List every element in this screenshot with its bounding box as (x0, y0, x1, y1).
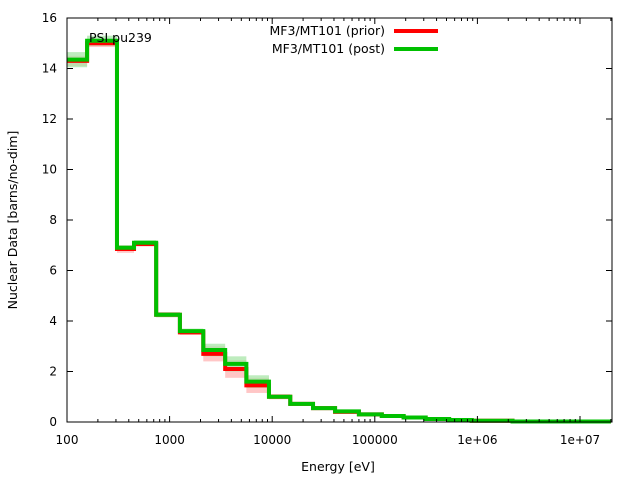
legend-label: MF3/MT101 (prior) (270, 23, 385, 38)
y-tick-label: 4 (49, 314, 57, 328)
y-tick-label: 14 (42, 62, 57, 76)
x-tick-label: 1000 (154, 433, 185, 447)
x-tick-label: 1e+07 (560, 433, 600, 447)
series-lines (67, 38, 611, 424)
legend-label: MF3/MT101 (post) (272, 41, 385, 56)
legend: MF3/MT101 (prior) MF3/MT101 (post) (270, 23, 438, 56)
y-tick-label: 16 (42, 11, 57, 25)
y-tick-labels: 0 2 4 6 8 10 12 14 16 (42, 11, 57, 429)
series-line-post (67, 38, 611, 424)
x-tick-labels: 100 1000 10000 100000 1e+06 1e+07 (56, 433, 601, 447)
x-tick-label: 10000 (253, 433, 291, 447)
plot-frame (66, 17, 613, 423)
y-tick-label: 8 (49, 213, 57, 227)
y-tick-label: 6 (49, 264, 57, 278)
series-line-prior (67, 41, 611, 424)
y-tick-label: 2 (49, 365, 57, 379)
plot-title: PSI pu239 (89, 30, 152, 45)
y-tick-label: 10 (42, 163, 57, 177)
y-axis-label: Nuclear Data [barns/no-dim] (5, 131, 20, 310)
uncertainty-bands (67, 35, 611, 423)
y-tick-label: 0 (49, 415, 57, 429)
x-tick-label: 100000 (352, 433, 398, 447)
x-axis-label: Energy [eV] (301, 459, 375, 474)
axis-ticks (66, 17, 612, 423)
y-tick-label: 12 (42, 112, 57, 126)
x-tick-label: 100 (56, 433, 79, 447)
x-tick-label: 1e+06 (457, 433, 497, 447)
